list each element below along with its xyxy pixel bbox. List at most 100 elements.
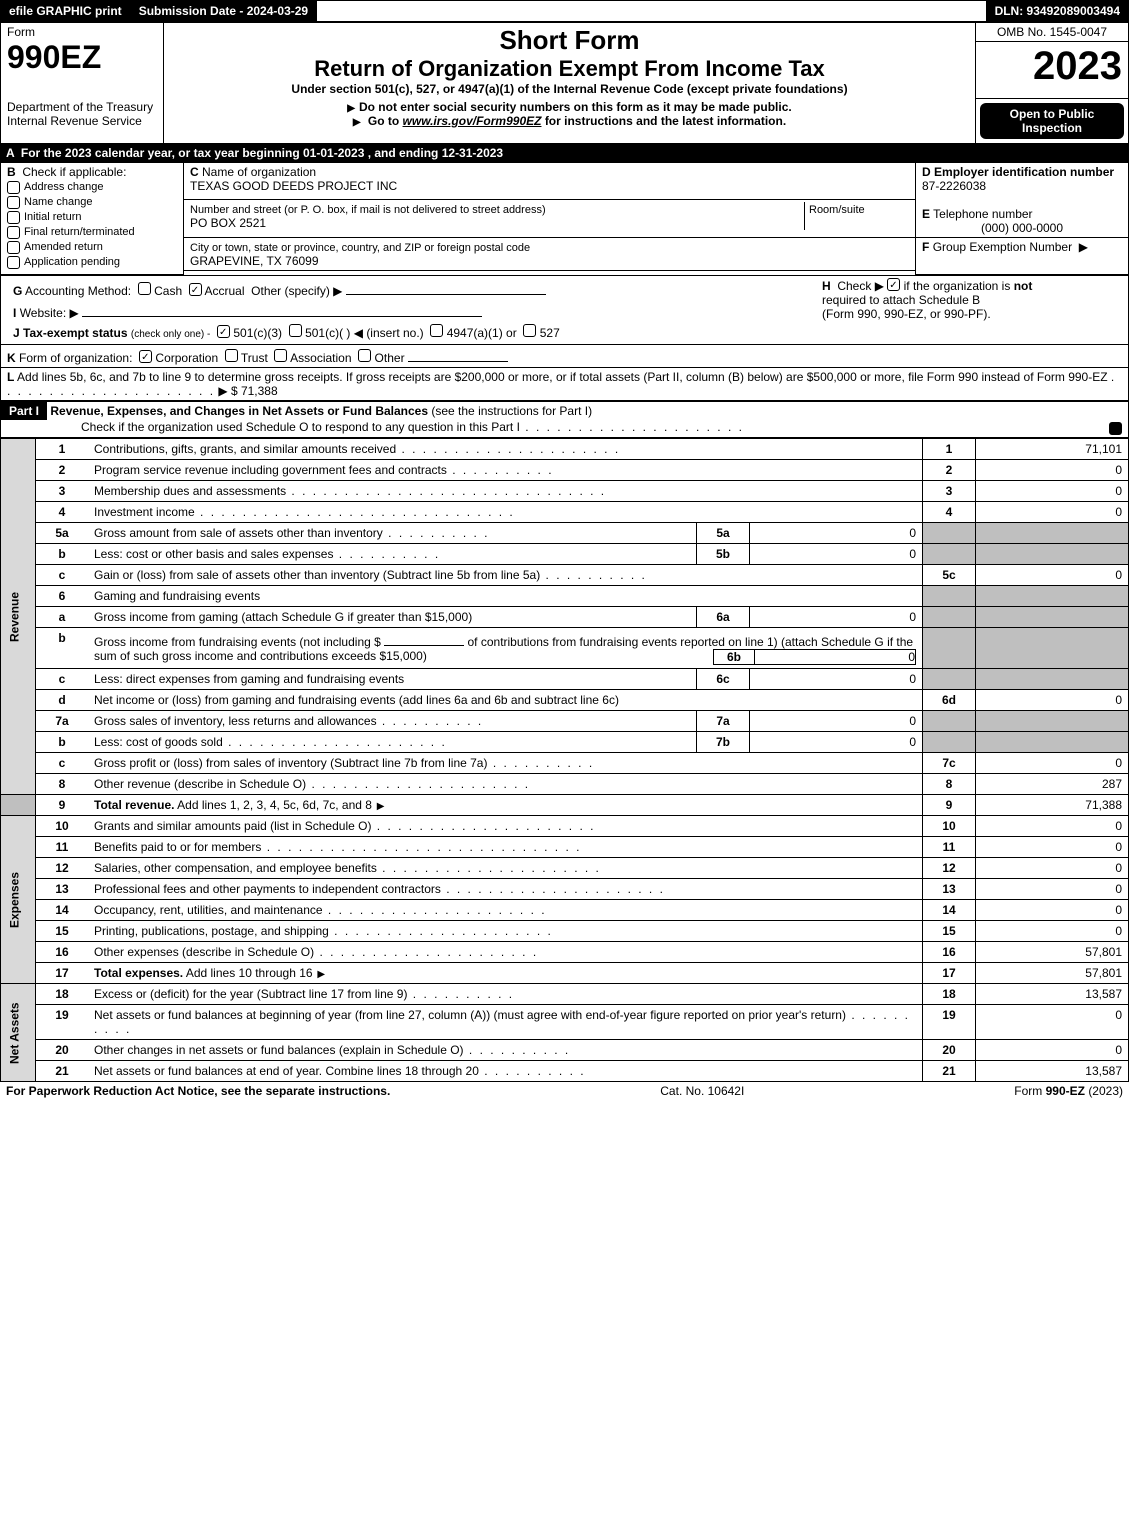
opt-corporation: Corporation xyxy=(155,351,218,365)
opt-501c: 501(c)( ) xyxy=(305,326,350,340)
checkbox-accrual[interactable] xyxy=(189,283,202,296)
gross-receipts-value: $ 71,388 xyxy=(231,384,278,398)
line-21-desc: Net assets or fund balances at end of ye… xyxy=(94,1064,479,1078)
other-specify-field[interactable] xyxy=(346,280,546,295)
line-4-value: 0 xyxy=(976,502,1129,523)
opt-address-change: Address change xyxy=(24,181,104,193)
line-14-rnum: 14 xyxy=(923,900,976,921)
line-11-desc: Benefits paid to or for members xyxy=(94,840,261,854)
line-6c-gray1 xyxy=(923,669,976,690)
line-20-rnum: 20 xyxy=(923,1040,976,1061)
checkbox-corporation[interactable] xyxy=(139,350,152,363)
line-8-desc: Other revenue (describe in Schedule O) xyxy=(94,777,306,791)
checkbox-4947[interactable] xyxy=(430,324,443,337)
checkbox-initial-return[interactable] xyxy=(7,211,20,224)
line-2-value: 0 xyxy=(976,460,1129,481)
checkbox-501c3[interactable] xyxy=(217,325,230,338)
line-7c-rnum: 7c xyxy=(923,753,976,774)
lines-table: Revenue 1 Contributions, gifts, grants, … xyxy=(0,438,1129,1082)
part-i-title: Revenue, Expenses, and Changes in Net As… xyxy=(50,404,428,418)
opt-other-org: Other xyxy=(375,351,405,365)
line-5a-gray1 xyxy=(923,523,976,544)
insert-no: (insert no.) xyxy=(366,326,423,340)
part-i-subtitle: (see the instructions for Part I) xyxy=(431,404,592,418)
line-9-num: 9 xyxy=(36,795,89,816)
footer: For Paperwork Reduction Act Notice, see … xyxy=(0,1082,1129,1100)
line-15-rnum: 15 xyxy=(923,921,976,942)
info-block: B Check if applicable: Address change Na… xyxy=(0,162,1129,276)
checkbox-name-change[interactable] xyxy=(7,196,20,209)
line-7a-gray1 xyxy=(923,711,976,732)
line-7b-inval: 0 xyxy=(750,732,923,753)
line-11-value: 0 xyxy=(976,837,1129,858)
line-7a-desc: Gross sales of inventory, less returns a… xyxy=(94,714,377,728)
short-form-title: Short Form xyxy=(170,25,969,56)
line-18-num: 18 xyxy=(36,984,89,1005)
line-3-value: 0 xyxy=(976,481,1129,502)
irs-link[interactable]: www.irs.gov/Form990EZ xyxy=(403,114,542,128)
line-19-num: 19 xyxy=(36,1005,89,1040)
opt-accrual: Accrual xyxy=(204,284,244,298)
line-7b-innum: 7b xyxy=(697,732,750,753)
checkbox-final-return[interactable] xyxy=(7,226,20,239)
line-11-num: 11 xyxy=(36,837,89,858)
line-16-value: 57,801 xyxy=(976,942,1129,963)
line-15-value: 0 xyxy=(976,921,1129,942)
line-6c-gray2 xyxy=(976,669,1129,690)
h-text4: (Form 990, 990-EZ, or 990-PF). xyxy=(822,307,991,321)
checkbox-527[interactable] xyxy=(523,324,536,337)
box-c-label: Name of organization xyxy=(202,165,316,179)
box-d-label: Employer identification number xyxy=(934,165,1114,179)
line-6b-num: b xyxy=(36,628,89,669)
line-21-value: 13,587 xyxy=(976,1061,1129,1082)
line-5c-num: c xyxy=(36,565,89,586)
under-section: Under section 501(c), 527, or 4947(a)(1)… xyxy=(170,82,969,96)
checkbox-application-pending[interactable] xyxy=(7,256,20,269)
checkbox-other-org[interactable] xyxy=(358,349,371,362)
line-16-rnum: 16 xyxy=(923,942,976,963)
box-b-label: Check if applicable: xyxy=(22,165,126,179)
line-5c-value: 0 xyxy=(976,565,1129,586)
line-7a-inval: 0 xyxy=(750,711,923,732)
checkbox-address-change[interactable] xyxy=(7,181,20,194)
line-6b-amount-field[interactable] xyxy=(384,631,464,646)
line-4-num: 4 xyxy=(36,502,89,523)
line-6d-num: d xyxy=(36,690,89,711)
checkbox-501c[interactable] xyxy=(289,324,302,337)
line-19-rnum: 19 xyxy=(923,1005,976,1040)
line-4-desc: Investment income xyxy=(94,505,195,519)
line-6-gray2 xyxy=(976,586,1129,607)
line-2-rnum: 2 xyxy=(923,460,976,481)
line-16-desc: Other expenses (describe in Schedule O) xyxy=(94,945,314,959)
checkbox-cash[interactable] xyxy=(138,282,151,295)
revenue-label: Revenue xyxy=(1,439,36,795)
line-6c-desc: Less: direct expenses from gaming and fu… xyxy=(94,672,404,686)
line-19-value: 0 xyxy=(976,1005,1129,1040)
line-6b-desc1: Gross income from fundraising events (no… xyxy=(94,635,381,649)
line-13-value: 0 xyxy=(976,879,1129,900)
line-5a-inval: 0 xyxy=(750,523,923,544)
line-18-rnum: 18 xyxy=(923,984,976,1005)
tax-exempt-label: Tax-exempt status xyxy=(23,326,127,340)
checkbox-trust[interactable] xyxy=(225,349,238,362)
line-15-desc: Printing, publications, postage, and shi… xyxy=(94,924,329,938)
website-field[interactable] xyxy=(82,302,482,317)
checkbox-association[interactable] xyxy=(274,349,287,362)
line-6-gray1 xyxy=(923,586,976,607)
efile-button[interactable]: efile GRAPHIC print xyxy=(1,1,131,21)
h-not: not xyxy=(1014,279,1033,293)
line-6a-desc: Gross income from gaming (attach Schedul… xyxy=(88,607,697,628)
line-6a-gray2 xyxy=(976,607,1129,628)
line-6a-inval: 0 xyxy=(750,607,923,628)
line-2-num: 2 xyxy=(36,460,89,481)
line-9-value: 71,388 xyxy=(976,795,1129,816)
checkbox-amended-return[interactable] xyxy=(7,241,20,254)
line-6c-innum: 6c xyxy=(697,669,750,690)
line-9-desc-bold: Total revenue. xyxy=(94,798,174,812)
other-org-field[interactable] xyxy=(408,347,508,362)
line-13-num: 13 xyxy=(36,879,89,900)
checkbox-schedule-o[interactable] xyxy=(1109,422,1122,435)
street-value: PO BOX 2521 xyxy=(190,216,266,230)
line-7b-num: b xyxy=(36,732,89,753)
checkbox-schedule-b[interactable] xyxy=(887,278,900,291)
